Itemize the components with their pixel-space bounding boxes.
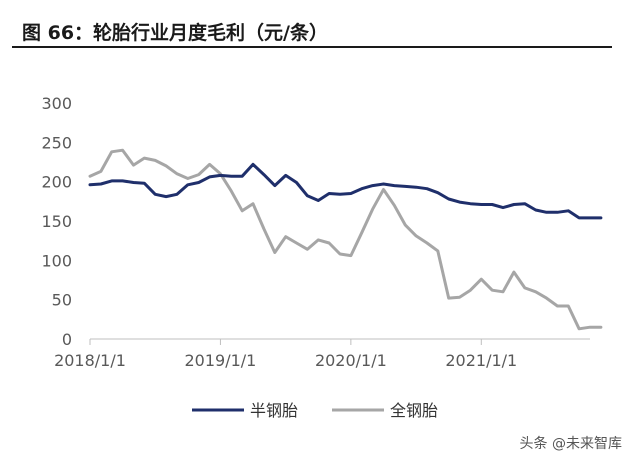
y-tick-label: 200	[41, 173, 72, 192]
legend: 半钢胎 全钢胎	[192, 401, 438, 420]
chart-title: 图 66：轮胎行业月度毛利（元/条）	[22, 22, 328, 44]
y-tick-label: 250	[41, 133, 72, 152]
legend-label: 半钢胎	[250, 401, 298, 420]
y-tick-label: 300	[41, 94, 72, 113]
watermark: 头条 @未来智库	[519, 436, 622, 452]
x-axis: 2018/1/1 2019/1/1 2020/1/1 2021/1/1	[54, 338, 590, 370]
x-tick-label: 2018/1/1	[54, 351, 126, 370]
y-tick-label: 0	[62, 330, 72, 349]
series-line-1	[88, 162, 603, 220]
x-tick-label: 2019/1/1	[185, 351, 257, 370]
y-tick-label: 100	[41, 251, 72, 270]
series-line-2	[88, 148, 603, 331]
legend-label: 全钢胎	[390, 401, 438, 420]
title-bar: 图 66：轮胎行业月度毛利（元/条）	[12, 10, 612, 48]
series-group	[88, 148, 603, 331]
x-tick-label: 2020/1/1	[315, 351, 387, 370]
x-tick-label: 2021/1/1	[445, 351, 517, 370]
y-axis: 0 50 100 150 200 250 300	[41, 94, 72, 349]
y-tick-label: 50	[52, 291, 72, 310]
y-tick-label: 150	[41, 212, 72, 231]
